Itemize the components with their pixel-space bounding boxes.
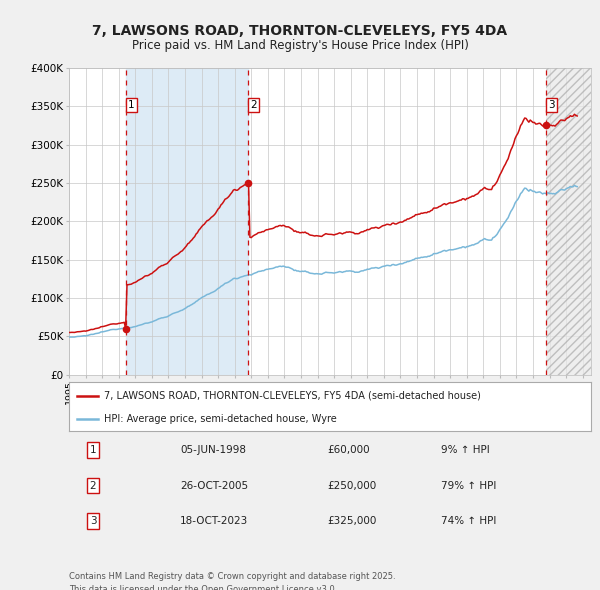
Text: 74% ↑ HPI: 74% ↑ HPI	[441, 516, 496, 526]
Text: Contains HM Land Registry data © Crown copyright and database right 2025.
This d: Contains HM Land Registry data © Crown c…	[69, 572, 395, 590]
Text: Price paid vs. HM Land Registry's House Price Index (HPI): Price paid vs. HM Land Registry's House …	[131, 39, 469, 52]
Text: 79% ↑ HPI: 79% ↑ HPI	[441, 481, 496, 490]
Text: HPI: Average price, semi-detached house, Wyre: HPI: Average price, semi-detached house,…	[104, 414, 337, 424]
Text: 1: 1	[128, 100, 135, 110]
Text: 9% ↑ HPI: 9% ↑ HPI	[441, 445, 490, 455]
Text: 2: 2	[250, 100, 257, 110]
Text: 05-JUN-1998: 05-JUN-1998	[180, 445, 246, 455]
Text: 2: 2	[89, 481, 97, 490]
Text: 3: 3	[89, 516, 97, 526]
Text: 7, LAWSONS ROAD, THORNTON-CLEVELEYS, FY5 4DA: 7, LAWSONS ROAD, THORNTON-CLEVELEYS, FY5…	[92, 24, 508, 38]
Text: £250,000: £250,000	[327, 481, 376, 490]
Text: 26-OCT-2005: 26-OCT-2005	[180, 481, 248, 490]
Text: 7, LAWSONS ROAD, THORNTON-CLEVELEYS, FY5 4DA (semi-detached house): 7, LAWSONS ROAD, THORNTON-CLEVELEYS, FY5…	[104, 391, 481, 401]
Text: 3: 3	[548, 100, 555, 110]
Text: £325,000: £325,000	[327, 516, 376, 526]
Text: £60,000: £60,000	[327, 445, 370, 455]
Text: 18-OCT-2023: 18-OCT-2023	[180, 516, 248, 526]
Bar	[546, 68, 591, 375]
Text: 1: 1	[89, 445, 97, 455]
Bar	[125, 68, 248, 375]
